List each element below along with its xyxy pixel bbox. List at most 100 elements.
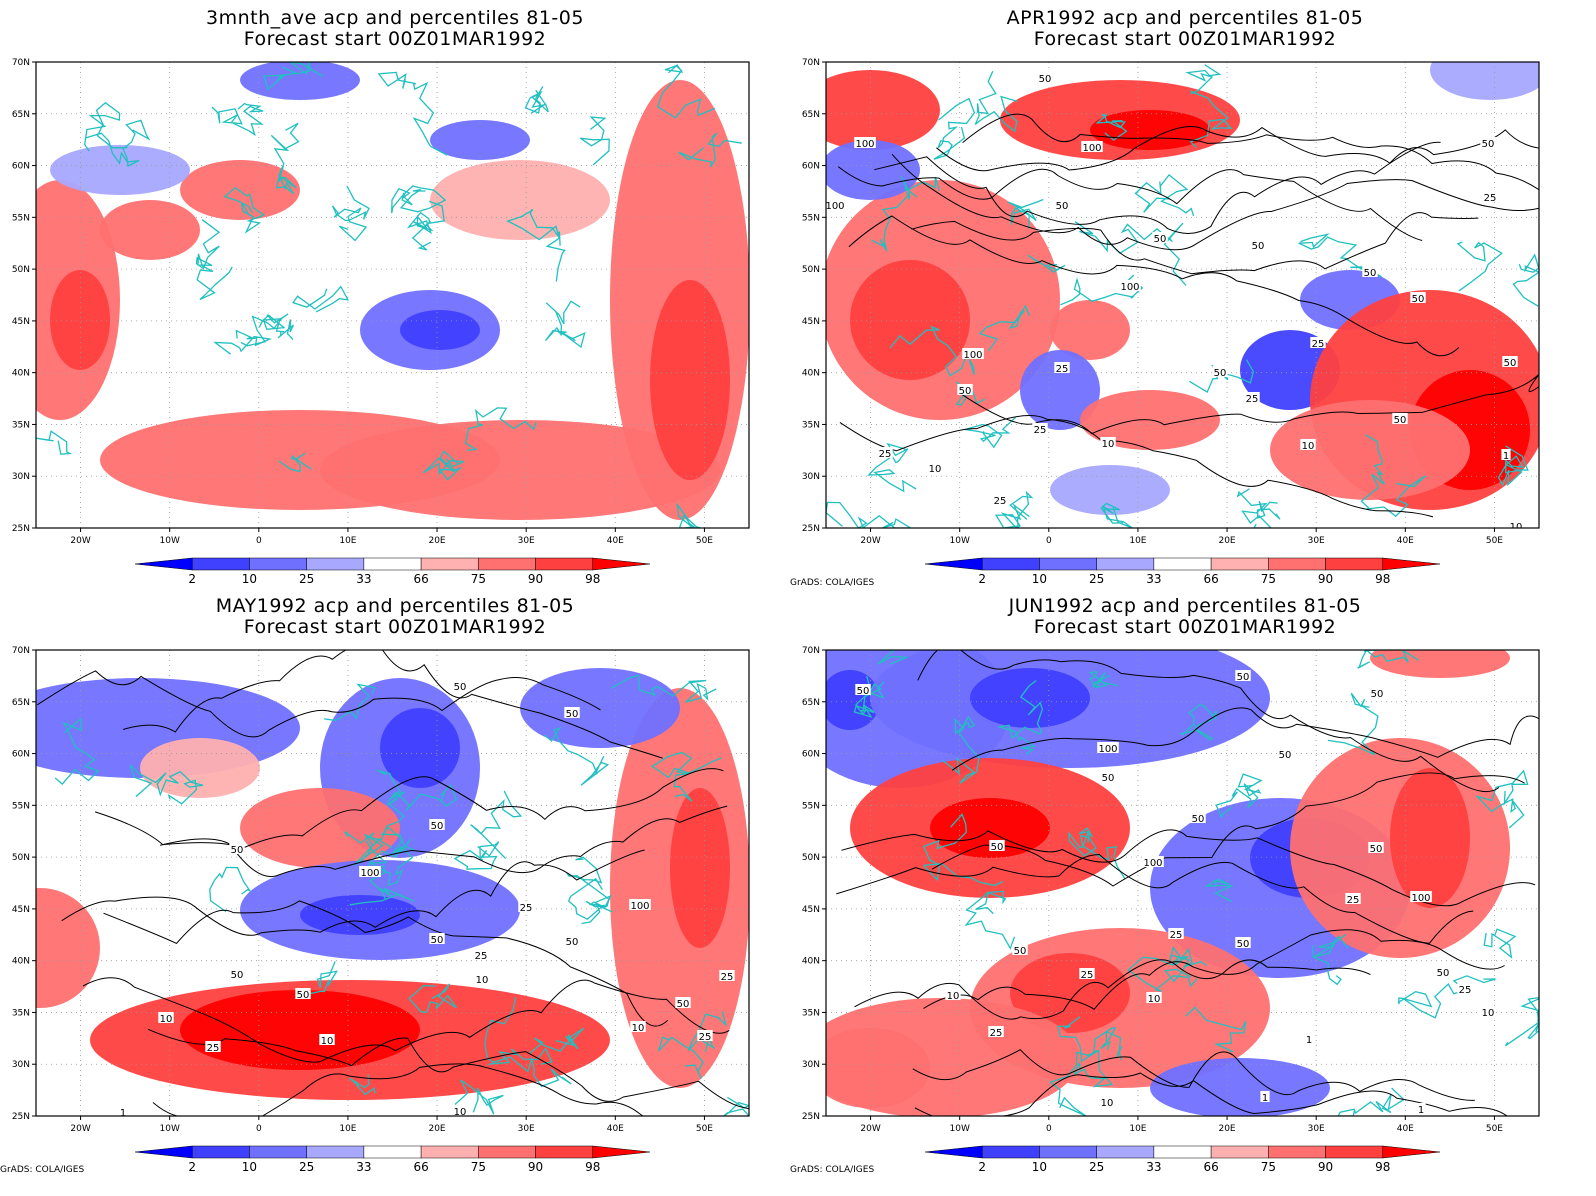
percentile-region	[36, 888, 100, 1008]
lat-tick-label: 65N	[802, 110, 820, 120]
coastline-segment	[1105, 1030, 1123, 1061]
map-plot: 5050505010025502510050105050101025255010…	[12, 646, 750, 1174]
lon-tick-label: 50E	[696, 536, 713, 546]
percentile-region	[670, 788, 730, 948]
coastline-segment	[376, 769, 405, 806]
contour-label: 1	[1418, 1105, 1424, 1116]
contour-label-bg	[826, 199, 846, 210]
coastline-segment	[1512, 253, 1539, 307]
coastline-segment	[994, 490, 1034, 528]
axis-labels: 20W 10W 0 10E 20E 30E 40E 50E 70N 65N 60N 55N 50N 45N…	[12, 646, 714, 1134]
colorbar-label: 25	[1089, 572, 1104, 586]
map-frame	[825, 649, 1540, 1117]
colorbar-bin	[1268, 557, 1326, 571]
lon-tick-label: 10E	[339, 536, 356, 546]
lon-tick-label: 40E	[607, 1124, 624, 1134]
colorbar-label: 66	[413, 572, 428, 586]
contour-label-bg	[1146, 992, 1162, 1003]
coastline-segment	[1049, 1027, 1117, 1116]
contour-label: 50	[857, 686, 870, 697]
colorbar-bin	[1210, 557, 1269, 571]
lon-tick-label: 10E	[1129, 1124, 1146, 1134]
axis-labels: 20W 10W 0 10E 20E 30E 40E 50E 70N 65N 60N 55N 50N 45N…	[802, 646, 1504, 1134]
colorbar-label: 10	[1032, 1160, 1047, 1174]
colorbar: 2 10 25 33 66 75 90 98	[134, 1145, 651, 1174]
contour-label: 100	[1143, 858, 1162, 869]
lat-tick-label: 65N	[12, 698, 30, 708]
lon-tick-label: 10E	[339, 1124, 356, 1134]
contour-label: 100	[1098, 744, 1117, 755]
lon-tick-label: 40E	[1397, 536, 1414, 546]
contour-label-bg	[877, 447, 893, 458]
contour-label-bg	[1508, 520, 1524, 528]
contour-label: 10	[1510, 522, 1523, 533]
colorbar-label: 33	[1146, 1160, 1161, 1174]
colorbar-bin	[535, 1145, 594, 1159]
colorbar-bin	[134, 557, 193, 571]
title-line-1: 3mnth_ave acp and percentiles 81-05	[206, 7, 584, 29]
percentile-region	[50, 270, 110, 370]
title-line-2: Forecast start 00Z01MAR1992	[1033, 28, 1337, 50]
contour-label-bg	[229, 968, 245, 979]
coastline-segment	[1314, 933, 1349, 958]
coastline-segment	[1327, 692, 1379, 756]
contour-label: 10	[160, 1014, 173, 1025]
contour-label: 100	[1411, 893, 1430, 904]
lat-tick-label: 35N	[12, 420, 30, 430]
contour-label-bg	[1260, 1091, 1270, 1102]
coastline-segment	[1007, 198, 1044, 229]
colorbar-bin	[924, 557, 983, 571]
coastline-segment	[922, 813, 1004, 887]
colorbar-bin	[249, 557, 307, 571]
contour-label: 50	[1279, 750, 1292, 761]
coastline-segment	[423, 450, 465, 481]
percentile-region	[930, 798, 1050, 858]
colorbar-bin	[249, 1145, 307, 1159]
contour-layer	[836, 650, 1539, 1116]
lon-tick-label: 50E	[696, 1124, 713, 1134]
title-line-1: JUN1992 acp and percentiles 81-05	[1008, 595, 1362, 617]
lat-tick-label: 55N	[12, 801, 30, 811]
coastline-segment	[1163, 946, 1192, 983]
lat-tick-label: 65N	[802, 698, 820, 708]
contour-line	[917, 650, 1500, 792]
coastline-segment	[723, 1096, 749, 1116]
contour-label: 1	[1262, 1093, 1268, 1104]
contour-label-bg	[1190, 812, 1206, 823]
contour-label: 10	[1482, 1008, 1495, 1019]
contour-label: 50	[431, 935, 444, 946]
panel-may1992: MAY1992 acp and percentiles 81-05 Foreca…	[0, 588, 790, 1186]
colorbar-bin	[363, 1145, 422, 1159]
colorbar-bin	[478, 557, 536, 571]
lat-tick-label: 45N	[802, 317, 820, 327]
coastline-segment	[1497, 445, 1529, 487]
coastline-segment	[278, 453, 312, 473]
contour-label-bg	[452, 1105, 468, 1116]
contour-label: 50	[677, 999, 690, 1010]
colorbar-bin	[134, 1145, 193, 1159]
coastline-segment	[826, 501, 912, 528]
colorbar-label: 33	[356, 1160, 371, 1174]
contour-label-bg	[1482, 191, 1498, 202]
contour-label-bg	[989, 840, 1005, 851]
colorbar-label: 33	[356, 572, 371, 586]
coastline-segment	[1057, 1016, 1114, 1088]
colorbar-bin	[1382, 1145, 1441, 1159]
contour-label: 50	[1214, 368, 1227, 379]
colorbar-label: 66	[413, 1160, 428, 1174]
contour-label-bg	[1100, 771, 1116, 782]
lon-tick-label: 10W	[160, 1124, 180, 1134]
contour-label-bg	[629, 899, 651, 910]
grads-credit: GrADS: COLA/IGES	[790, 578, 875, 588]
contour-label: 25	[1312, 339, 1325, 350]
contour-label: 50	[566, 709, 579, 720]
contour-label-bg	[1410, 891, 1432, 902]
contour-label-bg	[1502, 356, 1518, 367]
coastline-segment	[453, 841, 500, 870]
colorbar: 2 10 25 33 66 75 90 98	[924, 557, 1441, 586]
contour-label-layer: 50 100 100 100 50 50 50 50 50 50 100 100 50 25 25 25 25 5…	[826, 72, 1524, 533]
panel-title: MAY1992 acp and percentiles 81-05 Foreca…	[0, 596, 790, 638]
contour-label-bg	[1368, 842, 1384, 853]
percentile-region	[970, 668, 1090, 728]
colorbar-bin	[535, 557, 594, 571]
